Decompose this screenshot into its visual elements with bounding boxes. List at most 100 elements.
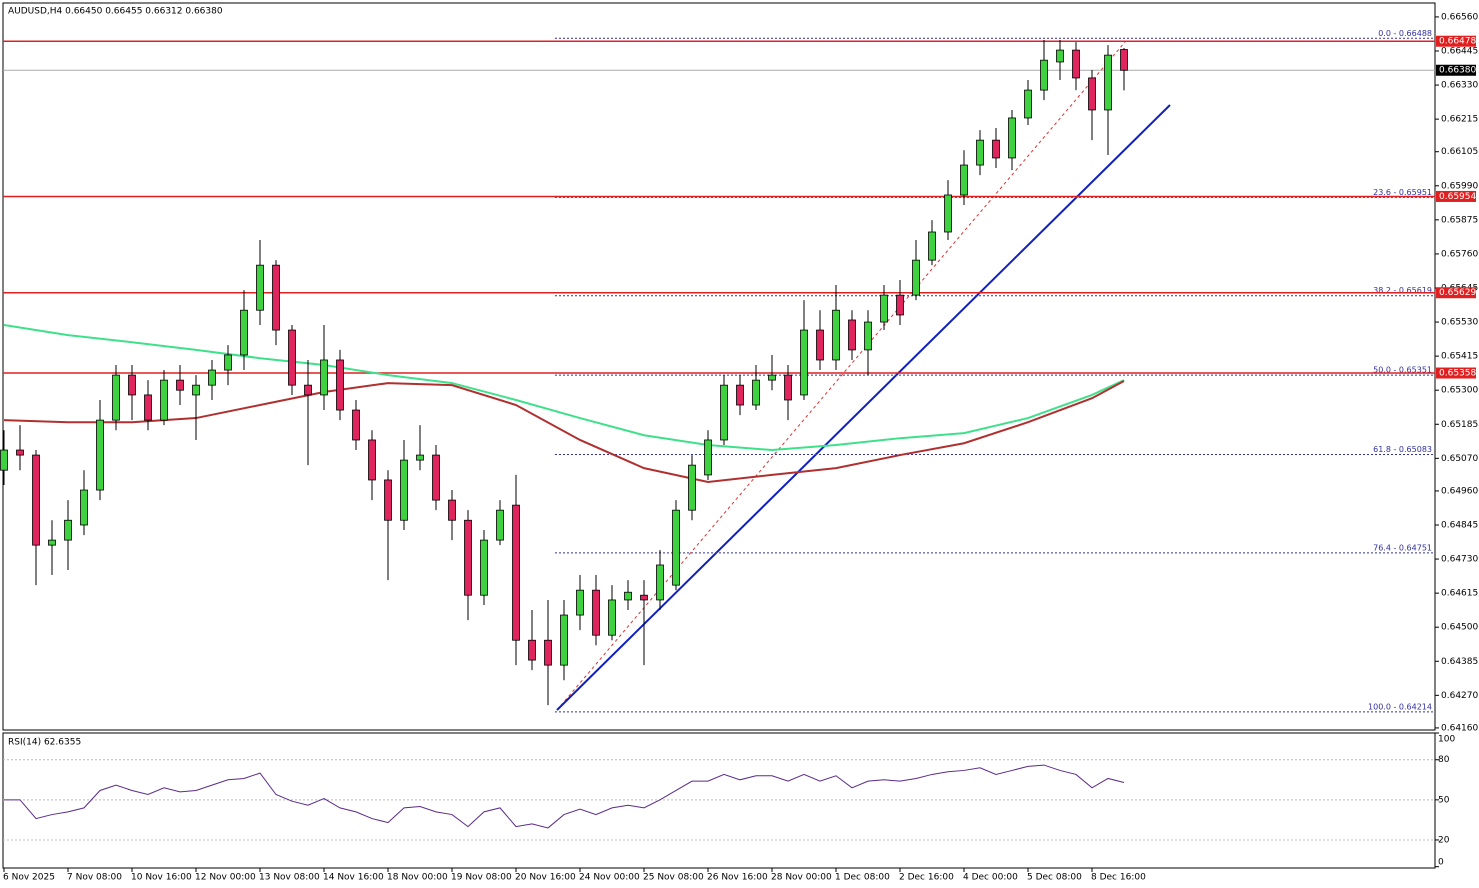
candle-body xyxy=(272,264,280,331)
rsi-tick-label: 100 xyxy=(1438,735,1455,745)
y-tick-label: 0.64160 xyxy=(1441,723,1478,733)
fib-label: 100.0 - 0.64214 xyxy=(1368,702,1432,711)
candle-body xyxy=(672,509,680,586)
y-tick-label: 0.66215 xyxy=(1441,115,1478,125)
candle-body xyxy=(1120,49,1128,71)
candle-body xyxy=(1088,77,1096,111)
candle-body xyxy=(592,589,600,636)
level-box xyxy=(1436,367,1476,379)
candle-body xyxy=(608,599,616,636)
candle-body xyxy=(416,454,424,461)
moving-average xyxy=(3,324,1125,452)
candle-body xyxy=(288,329,296,386)
x-tick-label: 20 Nov 16:00 xyxy=(515,873,576,883)
candle-body xyxy=(464,519,472,596)
candle-body xyxy=(960,164,968,196)
y-tick-label: 0.66445 xyxy=(1441,46,1478,56)
candle-body xyxy=(848,319,856,351)
current-price-label: 0.66380 xyxy=(1439,66,1476,76)
y-tick-label: 0.65530 xyxy=(1441,318,1478,328)
candle-body xyxy=(336,359,344,411)
candle-body xyxy=(352,409,360,441)
candle-body xyxy=(128,374,136,396)
level-box xyxy=(1436,35,1476,47)
rsi-title: RSI(14) 62.6355 xyxy=(8,738,81,748)
candle-body xyxy=(656,564,664,601)
candle-body xyxy=(304,384,312,396)
candle-body xyxy=(912,259,920,296)
candle-body xyxy=(240,309,248,356)
candle-body xyxy=(496,509,504,541)
y-tick-label: 0.64615 xyxy=(1441,589,1478,599)
rsi-line xyxy=(4,764,1125,829)
candle-body xyxy=(160,379,168,421)
candle-body xyxy=(624,591,632,601)
x-tick-label: 19 Nov 08:00 xyxy=(451,873,512,883)
level-label: 0.65629 xyxy=(1439,288,1476,298)
candle-body xyxy=(448,499,456,521)
candle-body xyxy=(320,359,328,396)
candle-body xyxy=(48,539,56,546)
x-tick-label: 14 Nov 16:00 xyxy=(323,873,384,883)
level-box xyxy=(1436,190,1476,202)
candle-body xyxy=(1056,49,1064,63)
y-tick-label: 0.65185 xyxy=(1441,420,1478,430)
fib-label: 76.4 - 0.64751 xyxy=(1373,543,1432,552)
main-panel xyxy=(2,2,1436,731)
candle-body xyxy=(1024,89,1032,119)
candle-body xyxy=(800,329,808,396)
rsi-tick-label: 20 xyxy=(1438,835,1450,845)
fib-label: 0.0 - 0.66488 xyxy=(1378,29,1432,38)
x-tick-label: 12 Nov 00:00 xyxy=(195,873,256,883)
y-tick-label: 0.64500 xyxy=(1441,623,1478,633)
candle-body xyxy=(256,264,264,311)
y-tick-label: 0.64385 xyxy=(1441,657,1478,667)
fib-label: 61.8 - 0.65083 xyxy=(1373,445,1432,454)
y-tick-label: 0.65760 xyxy=(1441,249,1478,259)
y-tick-label: 0.64960 xyxy=(1441,486,1478,496)
candle-body xyxy=(528,639,536,661)
candle-body xyxy=(384,479,392,521)
current-price-box xyxy=(1436,64,1476,76)
candle-body xyxy=(544,639,552,666)
candle-body xyxy=(928,231,936,261)
y-tick-label: 0.66330 xyxy=(1441,81,1478,91)
candle-body xyxy=(16,449,24,456)
candle-body xyxy=(192,384,200,396)
candle-body xyxy=(208,369,216,386)
rsi-tick-label: 50 xyxy=(1438,795,1450,805)
x-tick-label: 5 Dec 08:00 xyxy=(1027,873,1082,883)
fib-label: 23.6 - 0.65951 xyxy=(1373,188,1432,197)
x-tick-label: 10 Nov 16:00 xyxy=(131,873,192,883)
candle-body xyxy=(512,504,520,641)
x-tick-label: 7 Nov 08:00 xyxy=(67,873,122,883)
rsi-panel xyxy=(2,732,1436,869)
y-tick-label: 0.66560 xyxy=(1441,12,1478,22)
candle-body xyxy=(1072,49,1080,79)
level-box xyxy=(1436,287,1476,299)
candle-body xyxy=(864,321,872,351)
candle-body xyxy=(832,309,840,361)
candle-body xyxy=(976,139,984,166)
x-tick-label: 6 Nov 2025 xyxy=(3,873,55,883)
candle-body xyxy=(1008,117,1016,159)
candle-body xyxy=(704,439,712,476)
candle-body xyxy=(640,594,648,601)
y-tick-label: 0.64270 xyxy=(1441,691,1478,701)
level-label: 0.66478 xyxy=(1439,37,1476,47)
candle-body xyxy=(80,489,88,526)
candle-body xyxy=(96,419,104,491)
y-tick-label: 0.65875 xyxy=(1441,215,1478,225)
x-tick-label: 24 Nov 00:00 xyxy=(579,873,640,883)
candle-body xyxy=(768,374,776,381)
fib-label: 38.2 - 0.65619 xyxy=(1373,286,1432,295)
candle-body xyxy=(720,384,728,441)
candle-body xyxy=(784,374,792,401)
x-tick-label: 1 Dec 08:00 xyxy=(835,873,890,883)
x-tick-label: 4 Dec 00:00 xyxy=(963,873,1018,883)
candle-body xyxy=(688,464,696,511)
y-tick-label: 0.65070 xyxy=(1441,454,1478,464)
x-tick-label: 13 Nov 08:00 xyxy=(259,873,320,883)
